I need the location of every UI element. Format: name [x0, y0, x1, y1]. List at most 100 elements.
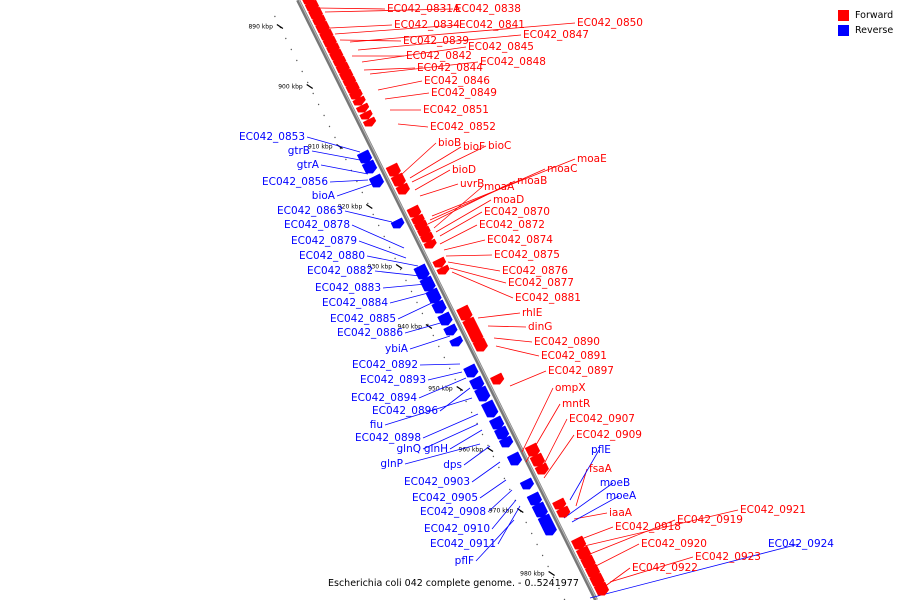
reverse-gene-feature[interactable]: [542, 523, 557, 536]
gene-label-ec042-0875[interactable]: EC042_0875: [494, 249, 560, 261]
gene-label-ec042-0898[interactable]: EC042_0898: [355, 432, 421, 444]
gene-label-ec042-0905[interactable]: EC042_0905: [412, 492, 478, 504]
reverse-gene-feature[interactable]: [531, 501, 548, 518]
gene-label-ec042-0910[interactable]: EC042_0910: [424, 523, 490, 535]
gene-label-pfle[interactable]: pflE: [591, 444, 611, 456]
forward-gene-feature[interactable]: [556, 505, 571, 518]
gene-label-iaaa[interactable]: iaaA: [609, 507, 633, 519]
reverse-gene-feature[interactable]: [469, 375, 485, 390]
forward-gene-feature[interactable]: [529, 452, 546, 467]
gene-label-biof[interactable]: bioF: [463, 141, 485, 153]
gene-label-ybia[interactable]: ybiA: [385, 343, 409, 355]
gene-label-ec042-0849[interactable]: EC042_0849: [431, 87, 497, 99]
gene-label-ec042-0907[interactable]: EC042_0907: [569, 413, 635, 425]
forward-gene-feature[interactable]: [359, 109, 373, 120]
forward-gene-feature[interactable]: [390, 172, 406, 187]
gene-label-ompx[interactable]: ompX: [555, 382, 586, 394]
gene-label-ec042-0885[interactable]: EC042_0885: [330, 313, 396, 325]
gene-label-ec042-0920[interactable]: EC042_0920: [641, 538, 707, 550]
reverse-gene-feature[interactable]: [506, 451, 523, 466]
forward-gene-feature[interactable]: [552, 497, 567, 510]
reverse-gene-feature[interactable]: [519, 477, 535, 490]
gene-label-glnp[interactable]: glnP: [380, 458, 403, 470]
gene-label-ec042-0850[interactable]: EC042_0850: [577, 17, 643, 29]
reverse-gene-feature[interactable]: [390, 217, 405, 229]
reverse-gene-feature[interactable]: [368, 173, 385, 188]
reverse-gene-feature[interactable]: [419, 275, 436, 292]
gene-label-ec042-0831a[interactable]: EC042_0831A: [387, 3, 461, 15]
reverse-gene-feature[interactable]: [493, 425, 510, 440]
gene-label-ec042-0882[interactable]: EC042_0882: [307, 265, 373, 277]
gene-label-ec042-0886[interactable]: EC042_0886: [337, 327, 403, 339]
gene-label-ec042-0839[interactable]: EC042_0839: [403, 35, 469, 47]
gene-label-ec042-0876[interactable]: EC042_0876: [502, 265, 568, 277]
gene-label-ec042-0918[interactable]: EC042_0918: [615, 521, 681, 533]
gene-label-ec042-0845[interactable]: EC042_0845: [468, 41, 534, 53]
gene-label-ec042-0923[interactable]: EC042_0923: [695, 551, 761, 563]
gene-label-moae[interactable]: moaE: [577, 153, 607, 165]
gene-label-bioa[interactable]: bioA: [312, 190, 336, 202]
gene-label-moaa[interactable]: moaA: [484, 181, 515, 193]
gene-label-ec042-0879[interactable]: EC042_0879: [291, 235, 357, 247]
gene-label-ec042-0841[interactable]: EC042_0841: [459, 19, 525, 31]
gene-label-rhle[interactable]: rhlE: [522, 307, 542, 319]
forward-gene-feature[interactable]: [524, 442, 541, 457]
gene-label-ec042-0919[interactable]: EC042_0919: [677, 514, 743, 526]
forward-gene-feature[interactable]: [534, 462, 549, 475]
gene-label-ec042-0844[interactable]: EC042_0844: [417, 62, 483, 74]
gene-label-ec042-0877[interactable]: EC042_0877: [508, 277, 574, 289]
gene-label-ec042-0891[interactable]: EC042_0891: [541, 350, 607, 362]
reverse-gene-feature[interactable]: [474, 385, 491, 402]
forward-gene-feature[interactable]: [419, 231, 434, 243]
gene-label-moea[interactable]: moeA: [606, 490, 637, 502]
gene-label-ec042-0893[interactable]: EC042_0893: [360, 374, 426, 386]
gene-label-gtrb[interactable]: gtrB: [288, 145, 310, 157]
gene-label-ec042-0922[interactable]: EC042_0922: [632, 562, 698, 574]
gene-label-pflf[interactable]: pflF: [455, 555, 474, 567]
gene-label-ec042-0846[interactable]: EC042_0846: [424, 75, 490, 87]
forward-gene-feature[interactable]: [456, 304, 473, 321]
gene-label-glnh[interactable]: glnH: [424, 443, 448, 455]
forward-gene-feature[interactable]: [472, 337, 488, 352]
gene-label-ec042-0894[interactable]: EC042_0894: [351, 392, 417, 404]
forward-gene-feature[interactable]: [570, 535, 587, 550]
gene-label-ec042-0856[interactable]: EC042_0856: [262, 176, 328, 188]
gene-label-ec042-0842[interactable]: EC042_0842: [406, 50, 472, 62]
gene-label-biod[interactable]: bioD: [452, 164, 476, 176]
gene-label-ec042-0890[interactable]: EC042_0890: [534, 336, 600, 348]
gene-label-bioc[interactable]: bioC: [488, 140, 511, 152]
gene-label-ec042-0892[interactable]: EC042_0892: [352, 359, 418, 371]
gene-label-uvrb[interactable]: uvrB: [460, 178, 484, 190]
gene-label-ec042-0880[interactable]: EC042_0880: [299, 250, 365, 262]
reverse-gene-feature[interactable]: [431, 299, 447, 314]
gene-label-ec042-0878[interactable]: EC042_0878: [284, 219, 350, 231]
forward-gene-feature[interactable]: [436, 264, 450, 275]
forward-gene-feature[interactable]: [352, 95, 366, 106]
gene-label-ec042-0852[interactable]: EC042_0852: [430, 121, 496, 133]
forward-gene-feature[interactable]: [406, 204, 422, 218]
forward-gene-feature[interactable]: [348, 88, 363, 100]
reverse-gene-feature[interactable]: [498, 435, 514, 448]
gene-label-ec042-0897[interactable]: EC042_0897: [548, 365, 614, 377]
reverse-gene-feature[interactable]: [480, 399, 499, 418]
gene-label-ec042-0874[interactable]: EC042_0874: [487, 234, 553, 246]
gene-label-mntr[interactable]: mntR: [562, 398, 590, 410]
gene-label-ec042-0921[interactable]: EC042_0921: [740, 504, 806, 516]
gene-label-ec042-0834[interactable]: EC042_0834: [394, 19, 460, 31]
gene-label-ec042-0853[interactable]: EC042_0853: [239, 131, 305, 143]
gene-label-fiu[interactable]: fiu: [370, 419, 383, 431]
forward-gene-feature[interactable]: [423, 238, 437, 249]
gene-label-ec042-0908[interactable]: EC042_0908: [420, 506, 486, 518]
reverse-gene-feature[interactable]: [413, 263, 430, 280]
gene-label-ec042-0863[interactable]: EC042_0863: [277, 205, 343, 217]
gene-label-ding[interactable]: dinG: [528, 321, 552, 333]
gene-label-ec042-0848[interactable]: EC042_0848: [480, 56, 546, 68]
reverse-gene-feature[interactable]: [463, 363, 479, 378]
gene-label-dps[interactable]: dps: [443, 459, 462, 471]
forward-gene-feature[interactable]: [362, 116, 377, 127]
reverse-gene-feature[interactable]: [437, 311, 453, 326]
gene-label-gtra[interactable]: gtrA: [297, 159, 320, 171]
reverse-gene-feature[interactable]: [356, 149, 373, 164]
forward-gene-feature[interactable]: [385, 162, 401, 177]
gene-label-fsaa[interactable]: fsaA: [589, 463, 613, 475]
